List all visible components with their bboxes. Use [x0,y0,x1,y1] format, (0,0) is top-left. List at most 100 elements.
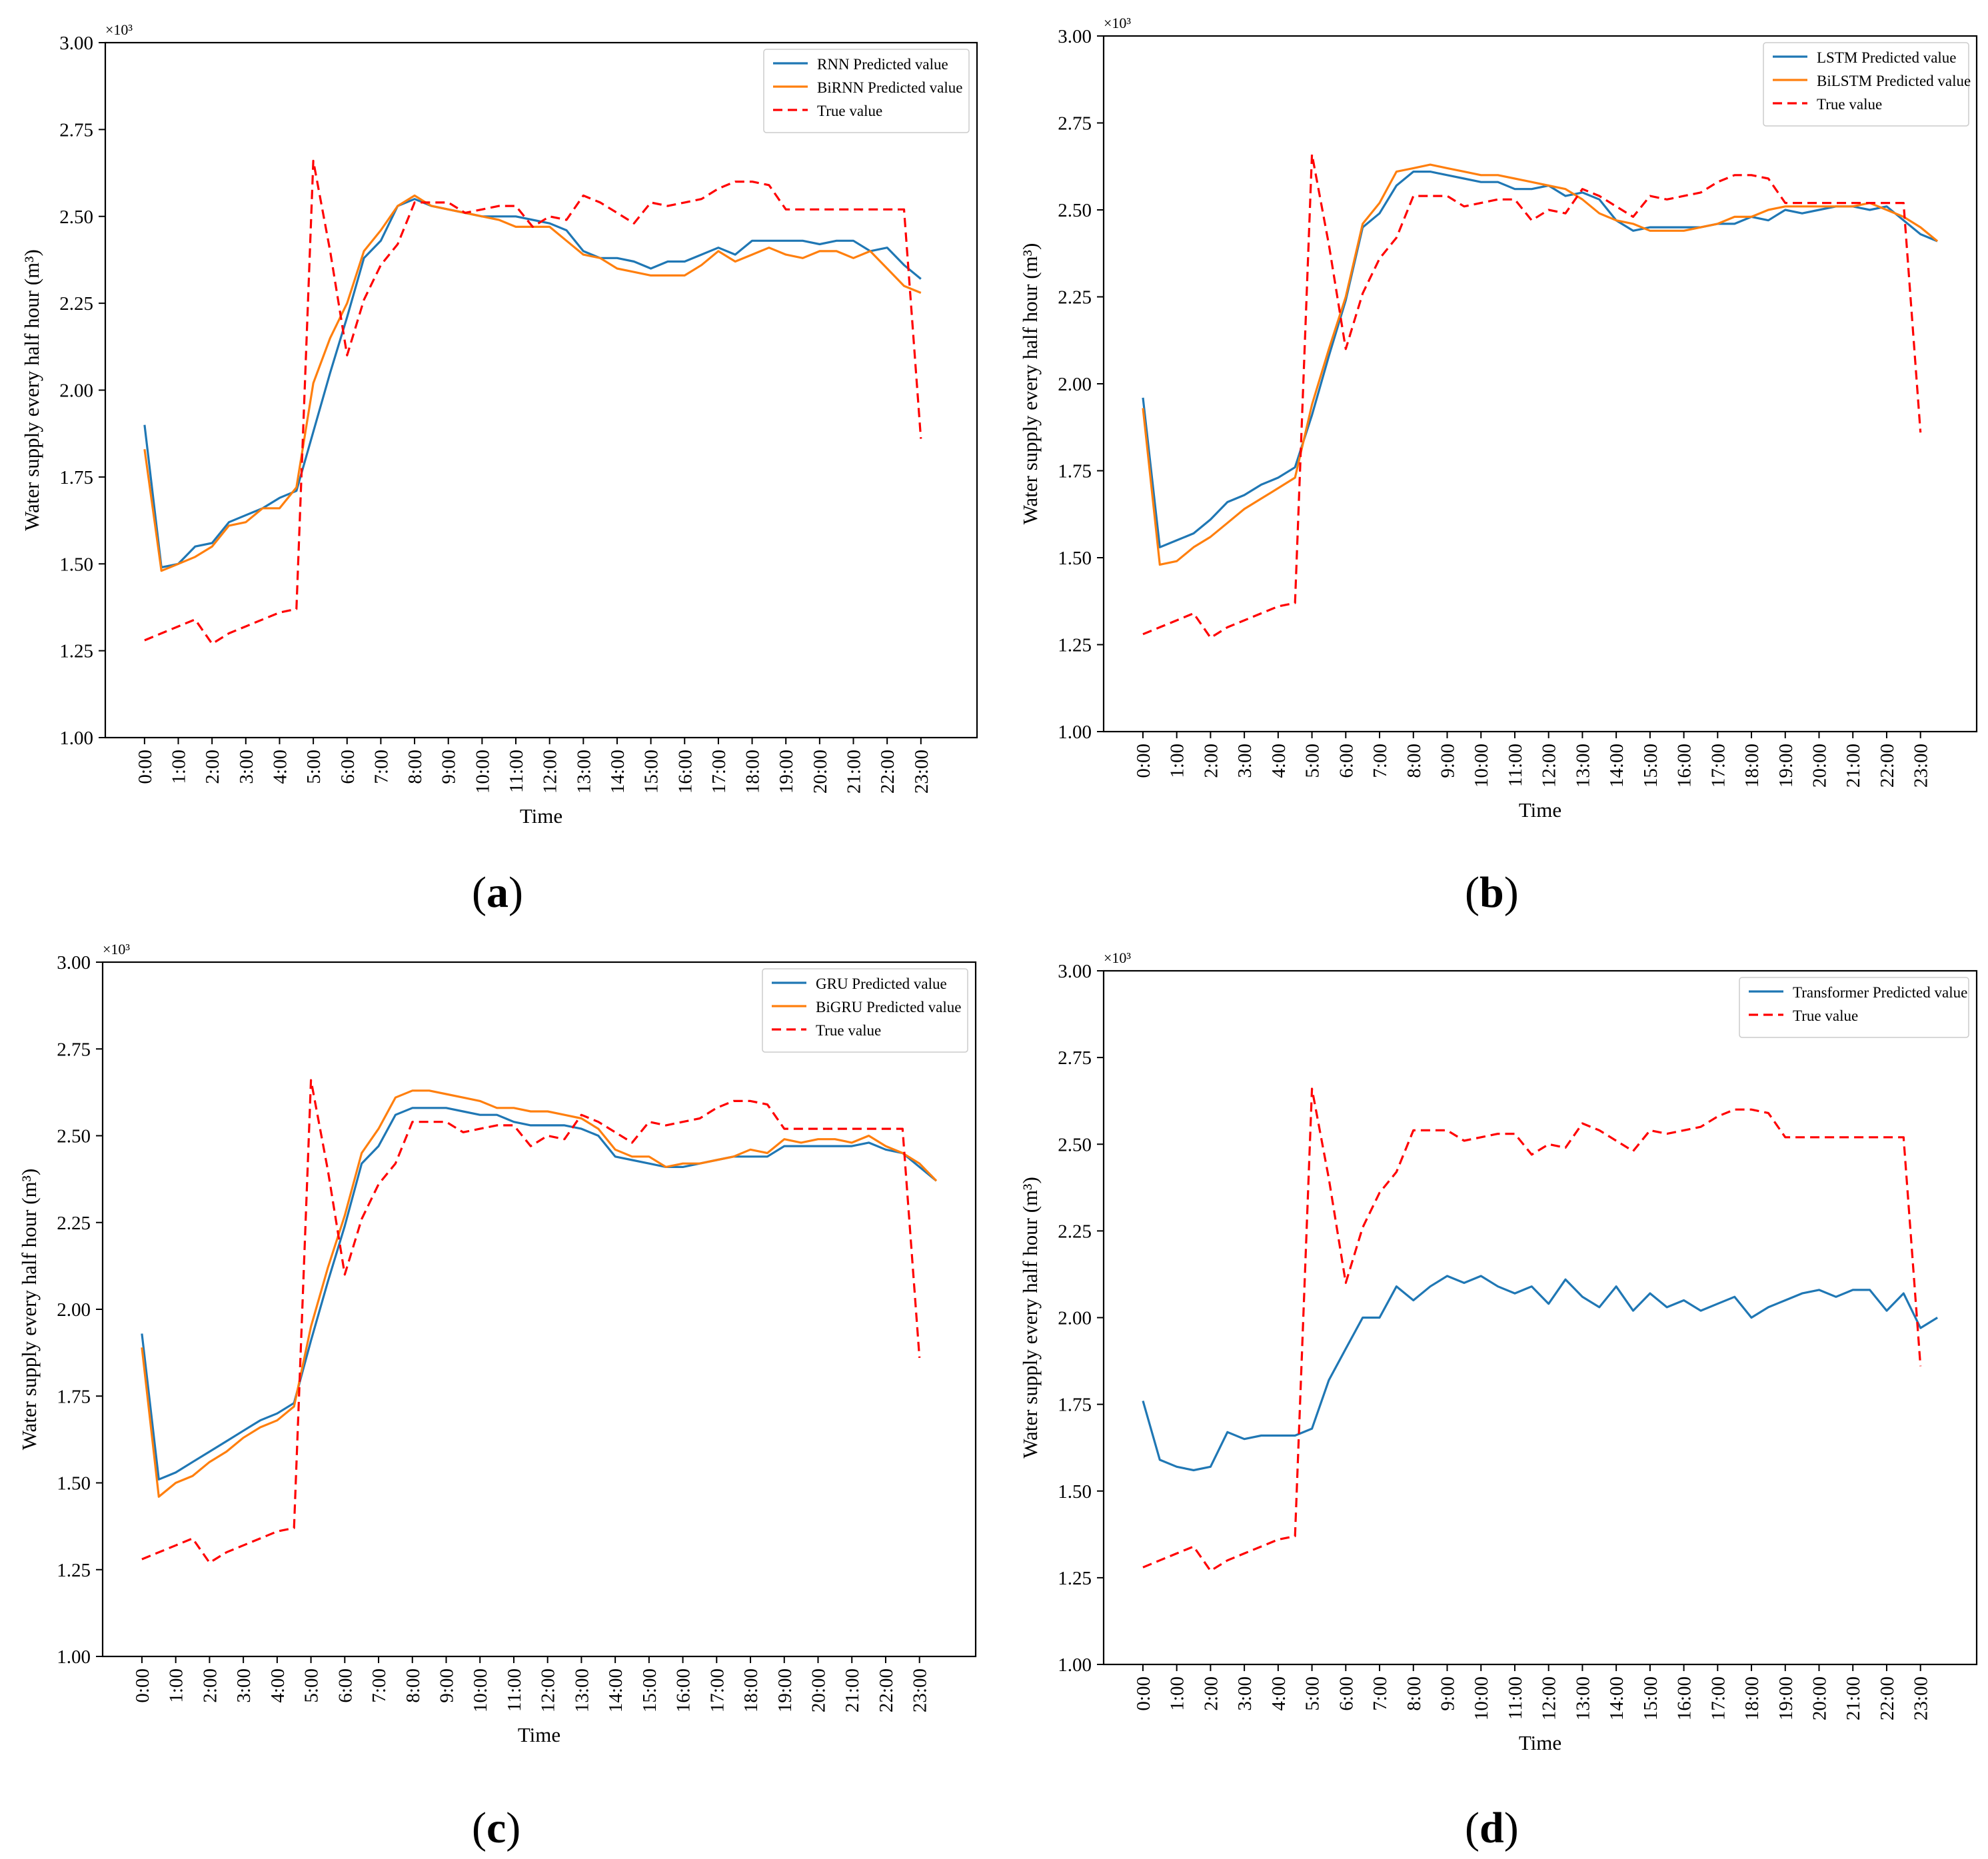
x-tick-label: 7:00 [1370,744,1391,778]
y-tick-label: 1.25 [57,1560,91,1581]
x-tick-label: 18:00 [742,750,764,794]
series-line-true-value [144,159,922,645]
y-tick-label: 2.00 [59,380,93,402]
x-tick-label: 22:00 [877,750,898,794]
plot-frame [101,961,977,1658]
x-tick-label: 6:00 [335,1668,356,1703]
x-tick-label: 13:00 [1572,1676,1593,1720]
x-tick-label: 3:00 [1234,744,1256,778]
x-tick-label: 16:00 [1674,1676,1695,1720]
legend-box [762,968,968,1053]
y-tick-label: 2.75 [1058,113,1092,135]
x-tick-label: 2:00 [202,750,223,784]
y-scale-label: ×10³ [105,21,133,38]
x-tick-label: 19:00 [1775,1676,1797,1720]
series-line-birnn-predicted-value [143,194,922,572]
x-tick-label: 9:00 [439,750,460,784]
x-tick-label: 23:00 [1911,1676,1932,1720]
x-tick-label: 8:00 [1404,744,1425,778]
x-tick-label: 11:00 [504,1668,525,1712]
legend-box [1739,977,1969,1038]
x-tick-label: 12:00 [538,1668,559,1712]
x-tick-label: 3:00 [1234,1676,1256,1711]
series-line-true-value [141,1079,921,1564]
x-tick-label: 16:00 [674,750,696,794]
x-tick-label: 12:00 [1539,744,1560,788]
y-tick-label: 1.75 [1058,1395,1092,1416]
x-tick-label: 23:00 [911,750,932,794]
series-line-bilstm-predicted-value [1142,163,1939,566]
plot-frame [1102,35,1978,733]
y-tick-label: 2.00 [57,1299,91,1321]
x-tick-label: 1:00 [166,1668,187,1703]
y-tick-label: 1.50 [59,554,93,575]
x-tick-label: 11:00 [506,750,527,793]
y-tick-label: 1.75 [1058,461,1092,482]
legend-entry: True value [1793,1007,1858,1024]
y-tick-label: 2.00 [1058,1308,1092,1329]
x-tick-label: 20:00 [808,1668,830,1712]
x-tick-label: 1:00 [1167,744,1188,778]
x-tick-label: 0:00 [1133,1676,1154,1711]
x-tick-label: 0:00 [132,1668,153,1703]
y-tick-label: 2.50 [57,1126,91,1147]
x-tick-label: 6:00 [337,750,359,784]
x-tick-label: 10:00 [1471,744,1492,788]
x-tick-label: 2:00 [199,1668,221,1703]
x-tick-label: 14:00 [607,750,628,794]
x-tick-label: 20:00 [1809,1676,1831,1720]
y-axis-label: Water supply every half hour (m³) [1018,1177,1042,1459]
x-tick-label: 15:00 [639,1668,660,1712]
legend-entry: GRU Predicted value [816,975,947,992]
y-tick-label: 3.00 [57,952,91,973]
x-tick-label: 16:00 [1674,744,1695,788]
x-tick-label: 19:00 [776,750,797,794]
legend-entry: Transformer Predicted value [1793,984,1967,1001]
x-tick-label: 21:00 [1843,744,1864,788]
series-line-lstm-predicted-value [1142,171,1938,548]
x-tick-label: 22:00 [1877,1676,1898,1720]
y-tick-label: 3.00 [1058,26,1092,47]
legend: GRU Predicted value BiGRU Predicted value… [762,968,968,1053]
x-tick-label: 9:00 [436,1668,457,1703]
x-tick-label: 18:00 [1741,1676,1763,1720]
legend-entry: BiLSTM Predicted value [1817,73,1971,89]
x-tick-label: 1:00 [169,750,190,784]
legend-entry: True value [1817,96,1882,113]
legend-entry: True value [816,1022,881,1039]
x-tick-label: 1:00 [1167,1676,1188,1711]
x-tick-label: 5:00 [1302,744,1324,778]
y-tick-label: 2.75 [1058,1047,1092,1069]
x-axis-label: Time [520,804,562,828]
x-tick-label: 15:00 [641,750,662,794]
y-tick-label: 1.25 [59,641,93,662]
x-tick-label: 23:00 [1911,744,1932,788]
y-tick-label: 1.25 [1058,1568,1092,1589]
legend-entry: True value [817,103,882,119]
chart-b: 1.00 1.25 1.50 1.75 2.00 2.25 2.50 2.75 3.00 0:00… [1018,15,1978,822]
series-line-bigru-predicted-value [141,1089,938,1498]
y-tick-label: 1.50 [1058,548,1092,569]
x-tick-label: 2:00 [1200,744,1222,778]
x-tick-label: 17:00 [706,1668,728,1712]
x-tick-label: 8:00 [405,750,426,784]
x-tick-label: 20:00 [1809,744,1831,788]
panel-label-a: (a) [472,868,523,917]
x-tick-label: 5:00 [301,1668,323,1703]
x-tick-label: 3:00 [236,750,257,784]
x-tick-label: 2:00 [1200,1676,1222,1711]
y-axis-label: Water supply every half hour (m³) [1018,243,1042,525]
series-line-true-value [1142,153,1922,639]
legend-box [763,49,970,133]
x-tick-label: 6:00 [1336,744,1357,778]
x-tick-label: 8:00 [403,1668,424,1703]
x-tick-label: 7:00 [1370,1676,1391,1711]
y-tick-label: 2.50 [1058,200,1092,221]
legend: RNN Predicted value BiRNN Predicted value… [763,49,970,133]
legend-entry: BiRNN Predicted value [817,79,962,96]
y-tick-label: 1.00 [1058,1654,1092,1676]
legend-entry: LSTM Predicted value [1817,49,1957,66]
legend-entry: BiGRU Predicted value [816,999,961,1015]
series-line-transformer-predicted-value [1142,1275,1938,1472]
x-tick-label: 15:00 [1640,1676,1661,1720]
